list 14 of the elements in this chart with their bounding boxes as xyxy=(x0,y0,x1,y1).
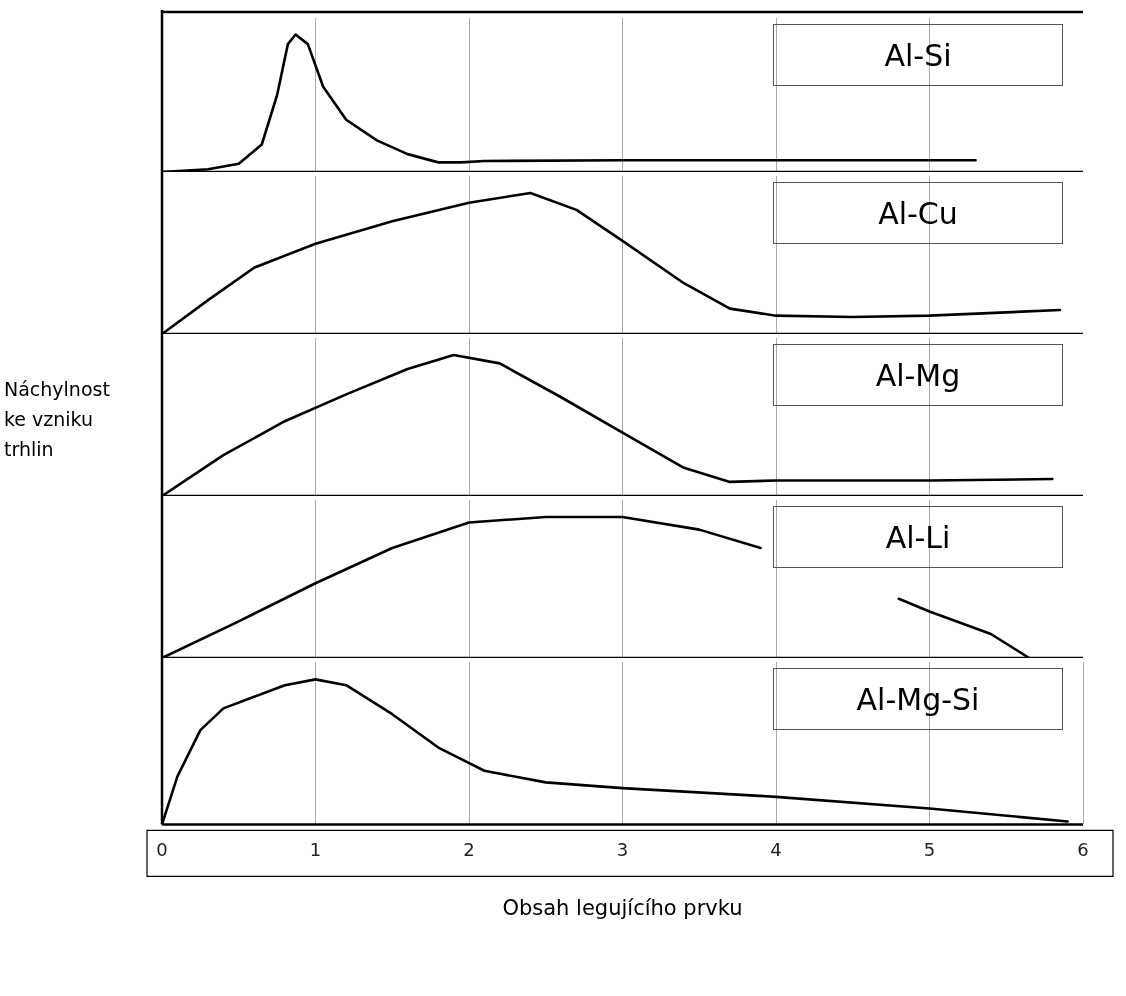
label-frame: Al-Li xyxy=(773,506,1063,568)
x-tick-label: 0 xyxy=(156,838,168,860)
x-tick-label: 6 xyxy=(1077,838,1089,860)
x-tick-label: 1 xyxy=(309,838,322,860)
y-axis-title: Náchylnost ke vzniku trhlin xyxy=(4,377,111,462)
x-tick-label: 4 xyxy=(770,838,782,860)
x-tick-label: 3 xyxy=(616,838,629,860)
x-tick-label: 2 xyxy=(463,838,475,860)
label-frame: Al-Si xyxy=(773,24,1063,86)
label-frame: Al-Mg-Si xyxy=(773,668,1063,730)
x-axis-title: Obsah legujícího prvku xyxy=(501,896,744,920)
x-tick-label: 5 xyxy=(923,838,936,860)
label-frame: Al-Cu xyxy=(773,182,1063,244)
label-frame: Al-Mg xyxy=(773,344,1063,406)
